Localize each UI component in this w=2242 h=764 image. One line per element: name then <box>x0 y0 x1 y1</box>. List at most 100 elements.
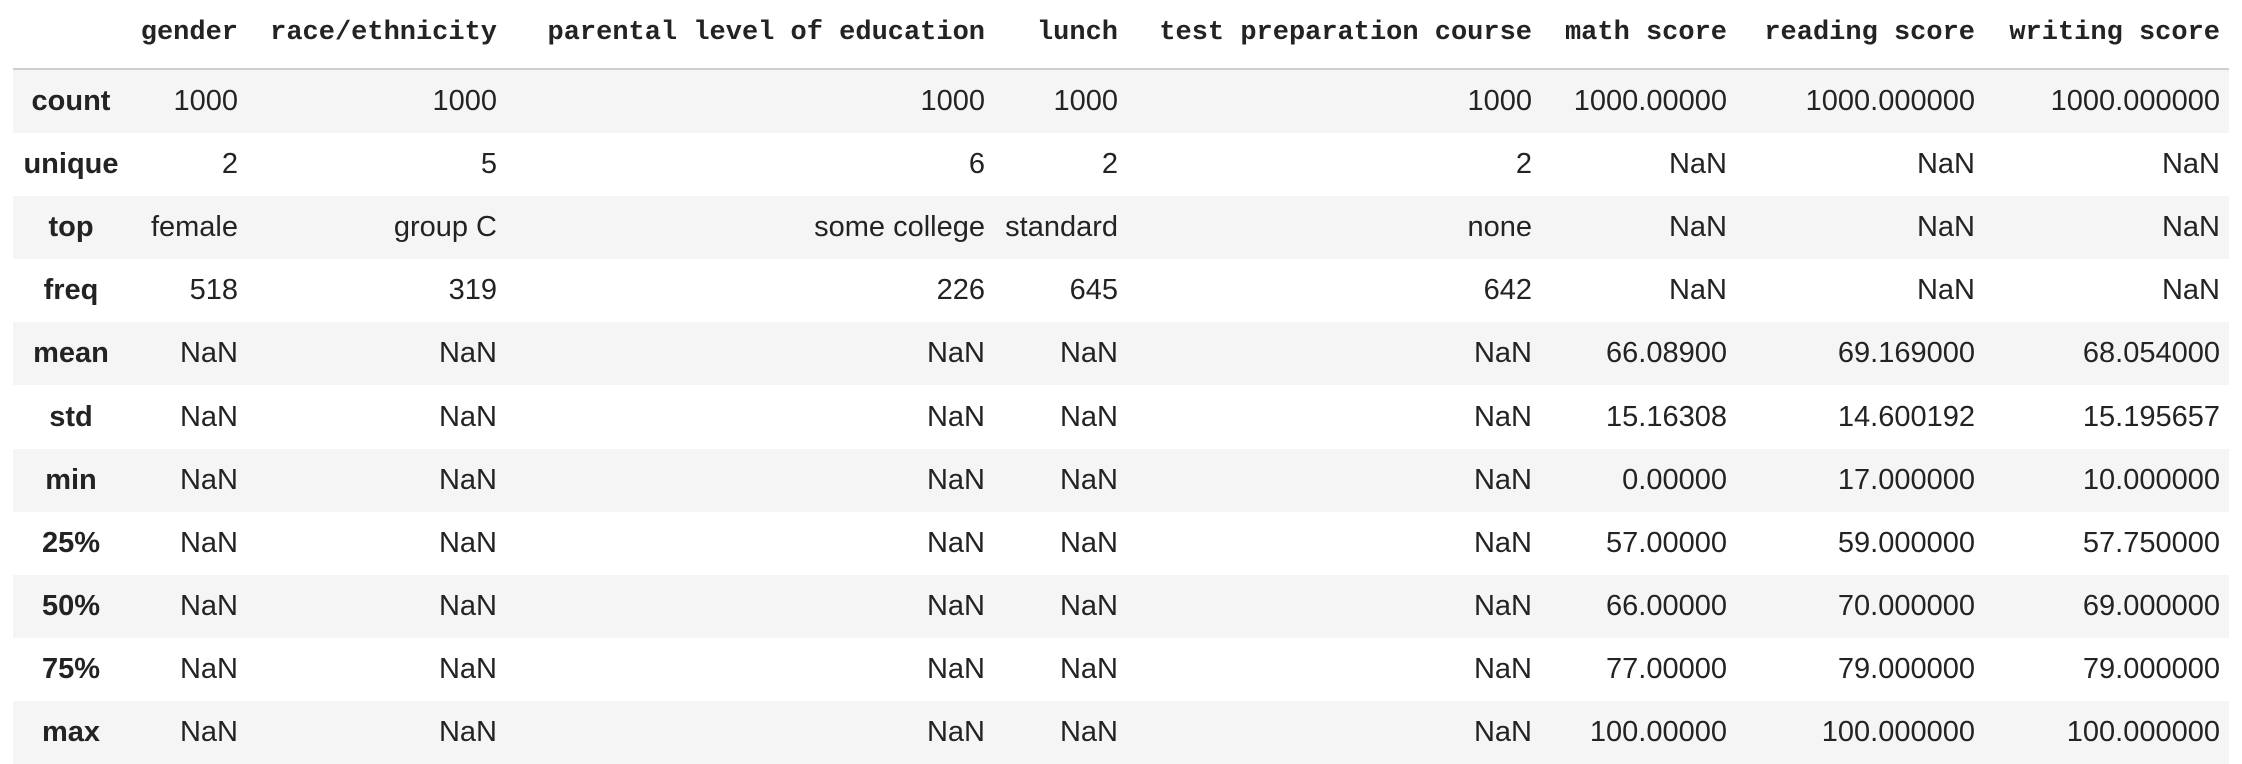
table-cell: NaN <box>926 463 985 496</box>
table-cell: NaN <box>2161 211 2220 244</box>
table-cell: 57.00000 <box>1606 526 1727 559</box>
table-cell: 77.00000 <box>1606 652 1727 685</box>
table-cell: 69.169000 <box>1837 337 1975 370</box>
row-std: std NaN NaN NaN NaN NaN 15.16308 14.600192 15.19… <box>13 385 2229 449</box>
row-unique: unique 2 5 6 2 2 NaN NaN NaN <box>13 133 2229 197</box>
table-cell: NaN <box>926 337 985 370</box>
row-label: std <box>49 400 93 433</box>
table-cell: NaN <box>179 463 238 496</box>
table-cell: 66.08900 <box>1606 337 1727 370</box>
table-cell: 2 <box>1515 148 1532 181</box>
table-cell: NaN <box>1059 652 1118 685</box>
table-cell: 518 <box>189 274 238 307</box>
table-cell: standard <box>1005 211 1118 244</box>
row-label: 25% <box>41 526 101 559</box>
table-cell: NaN <box>1916 148 1975 181</box>
table-cell: female <box>150 211 238 244</box>
table-cell: 1000.000000 <box>1805 85 1975 118</box>
table-cell: NaN <box>438 589 497 622</box>
row-label: max <box>41 715 101 748</box>
row-label: mean <box>33 337 109 370</box>
table-cell: NaN <box>1668 211 1727 244</box>
row-label: min <box>45 463 97 496</box>
table-cell: NaN <box>1473 400 1532 433</box>
column-header-writing-score: writing score <box>1984 0 2229 70</box>
table-cell: NaN <box>179 400 238 433</box>
table-cell: 1000 <box>1053 85 1118 118</box>
table-cell: NaN <box>179 337 238 370</box>
table-cell: NaN <box>1916 274 1975 307</box>
row-label: top <box>48 211 94 244</box>
table-cell: NaN <box>2161 148 2220 181</box>
table-cell: NaN <box>438 337 497 370</box>
table-cell: 226 <box>936 274 985 307</box>
table-cell: 1000 <box>173 85 238 118</box>
table-cell: NaN <box>438 463 497 496</box>
row-count: count 1000 1000 1000 1000 1000 1000.00000 1000.… <box>13 69 2229 134</box>
table-body: count 1000 1000 1000 1000 1000 1000.00000 1000.… <box>13 69 2229 764</box>
table-cell: 6 <box>968 148 985 181</box>
table-cell: NaN <box>1059 715 1118 748</box>
table-cell: 79.000000 <box>2082 652 2220 685</box>
column-header-test-preparation-course: test preparation course <box>1127 0 1541 70</box>
row-top: top female group C some college standard none… <box>13 196 2229 260</box>
column-header-lunch: lunch <box>994 0 1127 70</box>
table-cell: NaN <box>179 652 238 685</box>
table-cell: 1000 <box>920 85 985 118</box>
table-cell: NaN <box>1668 148 1727 181</box>
table-cell: 70.000000 <box>1837 589 1975 622</box>
table-cell: NaN <box>1916 211 1975 244</box>
table-cell: 642 <box>1483 274 1532 307</box>
table-cell: none <box>1467 211 1532 244</box>
table-cell: 1000 <box>432 85 497 118</box>
row-mean: mean NaN NaN NaN NaN NaN 66.08900 69.169000 68.0… <box>13 322 2229 386</box>
table-cell: 2 <box>221 148 238 181</box>
table-cell: NaN <box>2161 274 2220 307</box>
table-cell: 100.000000 <box>2066 715 2220 748</box>
row-min: min NaN NaN NaN NaN NaN 0.00000 17.000000 10.000… <box>13 448 2229 512</box>
column-header-gender: gender <box>129 0 247 70</box>
table-cell: 68.054000 <box>2082 337 2220 370</box>
table-cell: NaN <box>1473 463 1532 496</box>
table-cell: group C <box>393 211 497 244</box>
table-cell: NaN <box>926 400 985 433</box>
table-cell: 100.000000 <box>1821 715 1975 748</box>
table-cell: NaN <box>926 526 985 559</box>
table-cell: NaN <box>1473 337 1532 370</box>
header-row: gender race/ethnicity parental level of ed… <box>13 0 2229 70</box>
table-cell: 17.000000 <box>1837 463 1975 496</box>
row-label: freq <box>43 274 99 307</box>
row-label: 75% <box>41 652 101 685</box>
row-75pct: 75% NaN NaN NaN NaN NaN 77.00000 79.000000 79.00… <box>13 637 2229 701</box>
table-cell: NaN <box>438 400 497 433</box>
table-cell: 15.195657 <box>2082 400 2220 433</box>
table-cell: 645 <box>1069 274 1118 307</box>
column-header-race-ethnicity: race/ethnicity <box>247 0 506 70</box>
table-cell: 1000.000000 <box>2050 85 2220 118</box>
table-cell: some college <box>814 211 985 244</box>
table-cell: NaN <box>926 589 985 622</box>
table-cell: NaN <box>438 652 497 685</box>
row-max: max NaN NaN NaN NaN NaN 100.00000 100.000000 100… <box>13 700 2229 764</box>
table-cell: 10.000000 <box>2082 463 2220 496</box>
row-50pct: 50% NaN NaN NaN NaN NaN 66.00000 70.000000 69.00… <box>13 574 2229 638</box>
table-cell: NaN <box>1473 526 1532 559</box>
table-cell: NaN <box>1473 715 1532 748</box>
table-cell: 15.16308 <box>1606 400 1727 433</box>
table-header: gender race/ethnicity parental level of ed… <box>13 0 2229 70</box>
table-cell: 14.600192 <box>1837 400 1975 433</box>
table-cell: NaN <box>438 526 497 559</box>
table-cell: 66.00000 <box>1606 589 1727 622</box>
table-cell: 1000 <box>1467 85 1532 118</box>
table-cell: NaN <box>926 652 985 685</box>
table-cell: 57.750000 <box>2082 526 2220 559</box>
column-header-parental-level-of-education: parental level of education <box>506 0 994 70</box>
table-cell: 79.000000 <box>1837 652 1975 685</box>
row-label: unique <box>23 148 119 181</box>
table-cell: 69.000000 <box>2082 589 2220 622</box>
table-cell: NaN <box>926 715 985 748</box>
table-cell: 0.00000 <box>1622 463 1727 496</box>
table-cell: 59.000000 <box>1837 526 1975 559</box>
table-cell: NaN <box>1473 589 1532 622</box>
